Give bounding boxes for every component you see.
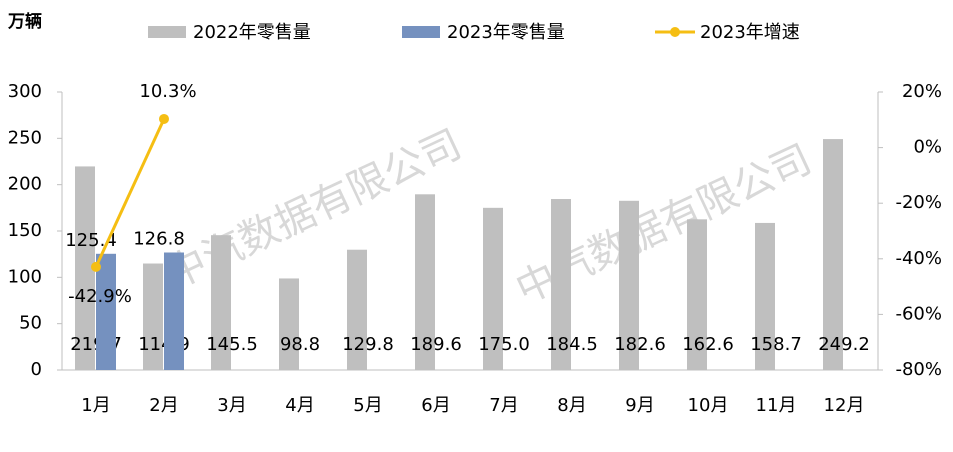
- legend-swatch: [402, 26, 440, 38]
- bar: [75, 166, 95, 370]
- x-tick-label: 5月: [353, 395, 382, 416]
- y2-tick-label: -80%: [895, 359, 942, 380]
- bar: [687, 219, 707, 370]
- x-tick-label: 9月: [625, 395, 654, 416]
- bar: [347, 249, 367, 370]
- x-tick-label: 6月: [421, 395, 450, 416]
- x-tick-label: 2月: [149, 395, 178, 416]
- y2-tick-label: -60%: [895, 303, 942, 324]
- data-label: 184.5: [546, 334, 598, 355]
- y2-tick-label: -20%: [895, 192, 942, 213]
- y-tick-label: 100: [8, 266, 42, 287]
- y2-tick-label: 20%: [902, 81, 942, 102]
- data-label: 182.6: [614, 334, 666, 355]
- bar: [164, 252, 184, 370]
- data-label: 126.8: [133, 228, 185, 249]
- bar: [483, 207, 503, 370]
- data-label: 189.6: [410, 334, 462, 355]
- data-label: 98.8: [280, 334, 320, 355]
- y-tick-label: 50: [19, 313, 42, 334]
- y-tick-label: 250: [8, 127, 42, 148]
- y-tick-label: 300: [8, 81, 42, 102]
- y2-tick-label: 0%: [913, 137, 942, 158]
- x-tick-label: 11月: [756, 395, 797, 416]
- bar: [143, 263, 163, 370]
- bar: [279, 278, 299, 370]
- x-tick-label: 7月: [489, 395, 518, 416]
- data-label: -42.9%: [68, 286, 132, 307]
- y-tick-label: 150: [8, 220, 42, 241]
- data-label: 162.6: [682, 334, 734, 355]
- legend-marker: [670, 27, 680, 37]
- data-label: 175.0: [478, 334, 530, 355]
- data-label: 145.5: [206, 334, 258, 355]
- data-label: 10.3%: [139, 81, 196, 102]
- bar: [415, 194, 435, 370]
- legend-label: 2023年增速: [700, 22, 800, 43]
- y-tick-label: 0: [31, 359, 42, 380]
- bar: [211, 235, 231, 370]
- data-label: 125.4: [65, 230, 117, 251]
- legend-label: 2022年零售量: [193, 22, 311, 43]
- y2-tick-label: -40%: [895, 248, 942, 269]
- bar: [823, 139, 843, 370]
- data-label: 158.7: [750, 334, 802, 355]
- x-tick-label: 8月: [557, 395, 586, 416]
- y-tick-label: 200: [8, 174, 42, 195]
- x-tick-label: 3月: [217, 395, 246, 416]
- line-point: [159, 113, 169, 124]
- line-point: [91, 261, 101, 272]
- bar: [96, 253, 116, 370]
- x-tick-label: 4月: [285, 395, 314, 416]
- unit-label: 万辆: [7, 11, 42, 32]
- line: [94, 118, 166, 268]
- data-label: 249.2: [818, 334, 870, 355]
- x-tick-label: 12月: [824, 395, 865, 416]
- x-tick-label: 10月: [688, 395, 729, 416]
- bar: [551, 199, 571, 370]
- data-label: 129.8: [342, 334, 394, 355]
- legend-swatch: [148, 26, 186, 38]
- legend-label: 2023年零售量: [447, 22, 565, 43]
- bar: [755, 222, 775, 370]
- x-tick-label: 1月: [81, 395, 110, 416]
- bar: [619, 200, 639, 370]
